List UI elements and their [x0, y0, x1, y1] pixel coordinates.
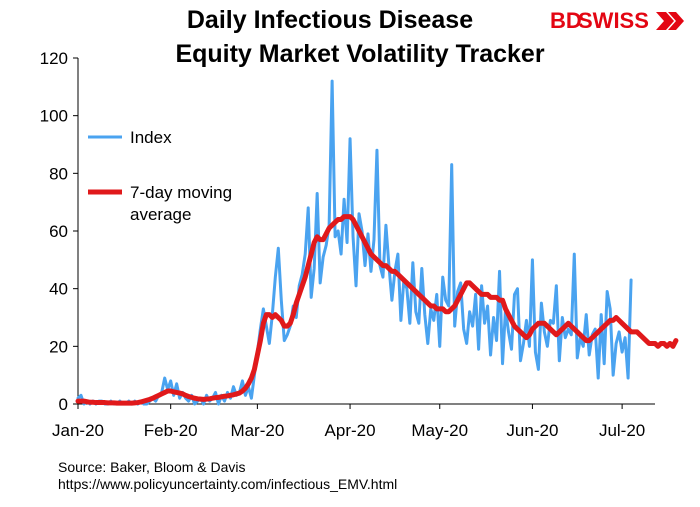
y-tick-label: 60 — [49, 222, 68, 241]
series-line-moving-average — [75, 214, 679, 406]
y-tick-label: 120 — [40, 49, 68, 68]
legend-label-index: Index — [130, 128, 172, 147]
logo-bd-text: BD — [550, 8, 582, 33]
chart-title-line2: Equity Market Volatility Tracker — [175, 40, 545, 68]
y-tick-label: 0 — [59, 395, 68, 414]
bdswiss-logo: BD SWISS — [550, 8, 684, 33]
legend-label-moving-average: 7-day moving average — [130, 183, 232, 224]
chevron-arrows-icon — [656, 12, 684, 30]
axes: 0 20 40 60 80 100 120 Jan-20 Feb-20 Mar-20 Apr-20 M… — [40, 49, 655, 440]
x-tick-label: May-20 — [411, 421, 468, 440]
legend: Index 7-day moving average — [88, 128, 232, 224]
x-tick-label: Apr-20 — [325, 421, 376, 440]
y-tick-label: 20 — [49, 337, 68, 356]
y-tick-label: 40 — [49, 280, 68, 299]
x-tick-label: Jun-20 — [506, 421, 558, 440]
x-tick-label: Mar-20 — [230, 421, 284, 440]
x-tick-label: Jan-20 — [52, 421, 104, 440]
chart-title-line1: Daily Infectious Disease — [186, 6, 474, 34]
y-tick-label: 100 — [40, 107, 68, 126]
y-tick-label: 80 — [49, 164, 68, 183]
series-line-index — [76, 79, 633, 406]
logo-swiss-text: SWISS — [578, 8, 649, 33]
series-layer — [75, 79, 679, 406]
source-line1: Source: Baker, Bloom & Davis — [58, 459, 246, 475]
source-line2: https://www.policyuncertainty.com/infect… — [58, 476, 398, 492]
x-tick-label: Feb-20 — [144, 421, 198, 440]
x-tick-label: Jul-20 — [599, 421, 645, 440]
